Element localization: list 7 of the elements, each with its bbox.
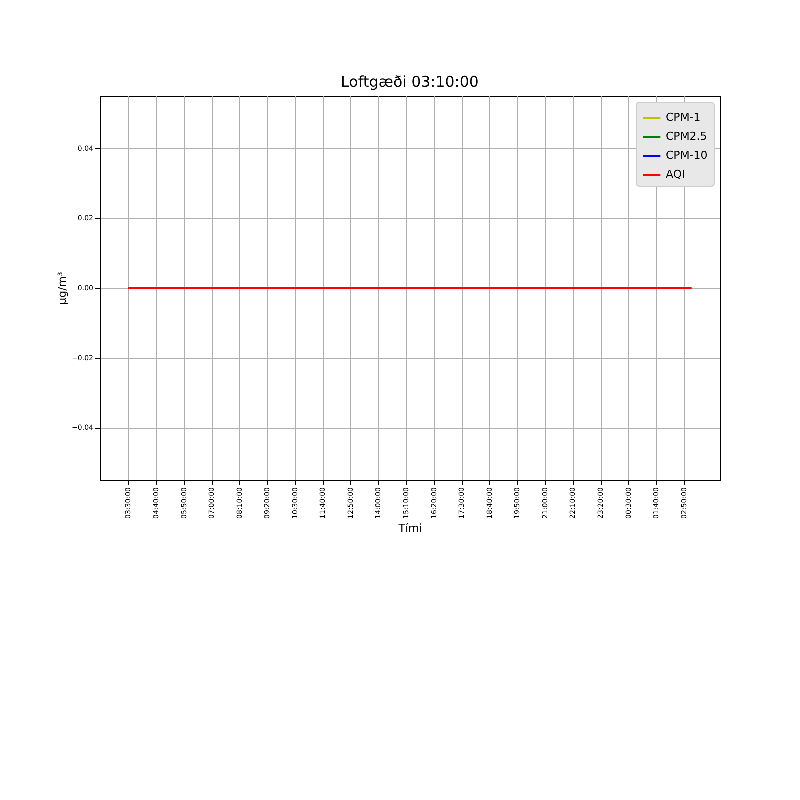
legend-label: CPM2.5 <box>666 130 708 143</box>
chart-title: Loftgæði 03:10:00 <box>341 73 479 91</box>
legend-label: CPM-10 <box>666 149 708 162</box>
legend-label: AQI <box>666 168 686 181</box>
y-axis-title: µg/m³ <box>56 272 70 305</box>
legend-label: CPM-1 <box>666 111 701 124</box>
x-axis-title: Tími <box>398 522 422 535</box>
